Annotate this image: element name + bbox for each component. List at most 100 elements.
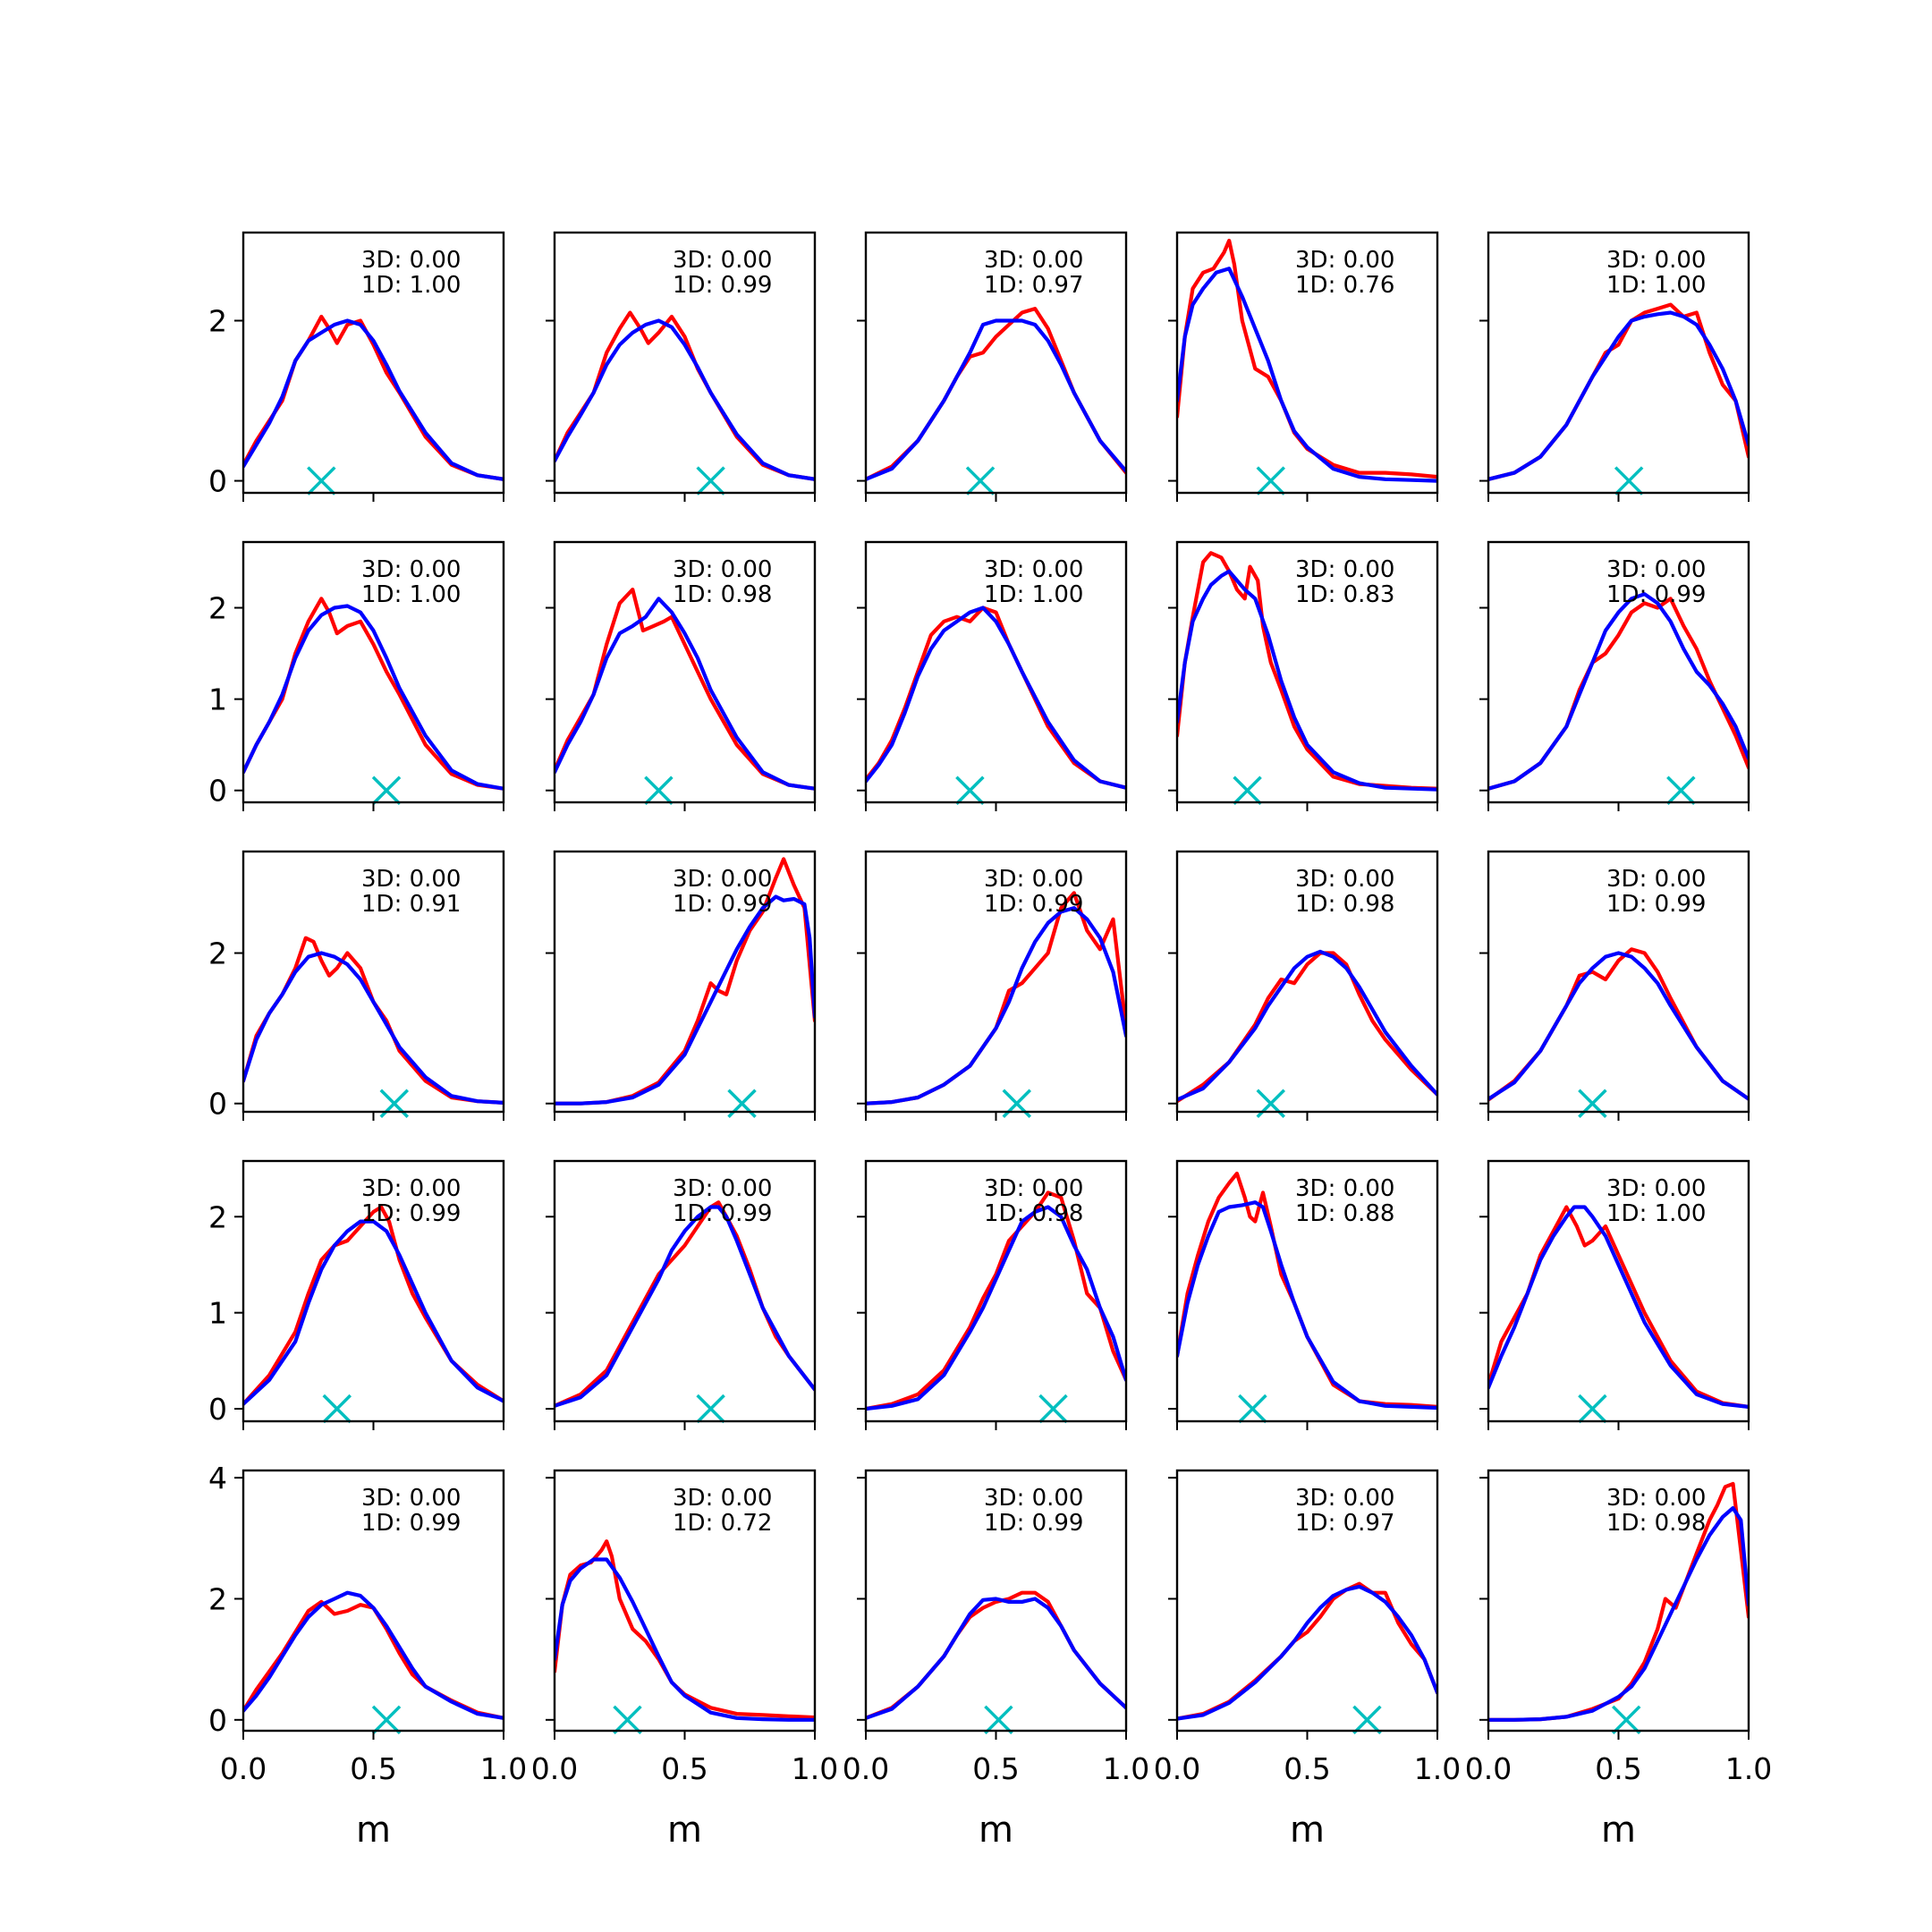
plot-area: [1488, 1205, 1749, 1410]
score-annotation: 1D: 0.99: [673, 272, 772, 299]
y-tick-label: 0: [208, 1087, 227, 1122]
x-tick-label: 0.0: [1154, 1751, 1200, 1786]
true-value-marker: [371, 775, 402, 805]
y-tick-label: 2: [208, 591, 227, 626]
score-annotation: 3D: 0.00: [1606, 556, 1706, 583]
true-value-marker: [1352, 1705, 1382, 1735]
score-annotation: 1D: 1.00: [1606, 272, 1706, 299]
score-annotation: 3D: 0.00: [984, 556, 1083, 583]
score-annotation: 1D: 0.99: [984, 1510, 1083, 1537]
true-value-marker: [644, 775, 674, 805]
y-tick-label: 2: [208, 1199, 227, 1234]
true-value-marker: [371, 1705, 402, 1735]
true-value-marker: [613, 1705, 642, 1735]
y-tick-label: 0: [208, 1703, 227, 1738]
score-annotation: 3D: 0.00: [1606, 1485, 1706, 1512]
blue-density-line: [555, 1205, 815, 1408]
score-annotation: 1D: 0.99: [361, 1200, 461, 1227]
score-annotation: 1D: 0.99: [673, 1200, 772, 1227]
x-axis-label: m: [667, 1809, 702, 1851]
x-tick-label: 1.0: [1414, 1751, 1461, 1786]
score-annotation: 3D: 0.00: [1295, 1175, 1394, 1202]
score-annotation: 1D: 0.98: [1295, 891, 1394, 918]
blue-density-line: [1177, 949, 1437, 1102]
x-axis-label: m: [1290, 1809, 1325, 1851]
score-annotation: 3D: 0.00: [673, 1485, 772, 1512]
true-value-marker: [1611, 1705, 1641, 1735]
score-annotation: 3D: 0.00: [673, 247, 772, 274]
blue-density-line: [555, 1557, 815, 1722]
plot-area: [1488, 947, 1749, 1102]
score-annotation: 3D: 0.00: [984, 1485, 1083, 1512]
score-annotation: 1D: 0.99: [1606, 581, 1706, 608]
y-tick-label: 0: [208, 464, 227, 499]
x-tick-label: 1.0: [1103, 1751, 1149, 1786]
score-annotation: 3D: 0.00: [1606, 1175, 1706, 1202]
score-annotation: 1D: 0.99: [1606, 891, 1706, 918]
red-density-line: [555, 1539, 815, 1720]
score-annotation: 1D: 1.00: [361, 581, 461, 608]
plot-area: [555, 310, 815, 481]
score-annotation: 1D: 1.00: [984, 581, 1083, 608]
true-value-marker: [1256, 466, 1285, 496]
plot-area: [866, 1590, 1126, 1720]
true-value-marker: [307, 466, 336, 496]
blue-density-line: [866, 1597, 1126, 1720]
blue-density-line: [866, 1205, 1126, 1411]
x-tick-label: 0.5: [350, 1751, 396, 1786]
plot-area: [555, 857, 815, 1106]
score-annotation: 1D: 0.72: [673, 1510, 772, 1537]
blue-density-line: [243, 951, 504, 1106]
blue-density-line: [555, 597, 815, 791]
blue-density-line: [243, 1219, 504, 1406]
plot-area: [1488, 592, 1749, 791]
score-annotation: 3D: 0.00: [984, 866, 1083, 893]
score-annotation: 1D: 0.88: [1295, 1200, 1394, 1227]
score-annotation: 3D: 0.00: [1606, 247, 1706, 274]
score-annotation: 1D: 0.97: [1295, 1510, 1394, 1537]
y-tick-label: 2: [208, 303, 227, 338]
blue-density-line: [866, 905, 1126, 1106]
plot-area: [243, 936, 504, 1106]
score-annotation: 1D: 0.91: [361, 891, 461, 918]
x-tick-label: 0.5: [1284, 1751, 1330, 1786]
red-density-line: [866, 1191, 1126, 1411]
x-axis-label: m: [979, 1809, 1013, 1851]
plot-area: [1177, 551, 1437, 792]
score-annotation: 1D: 0.83: [1295, 581, 1394, 608]
score-annotation: 1D: 0.76: [1295, 272, 1394, 299]
score-annotation: 3D: 0.00: [673, 556, 772, 583]
blue-density-line: [555, 894, 815, 1106]
true-value-marker: [1578, 1394, 1607, 1424]
plot-area: [555, 1539, 815, 1722]
score-annotation: 3D: 0.00: [361, 1485, 461, 1512]
y-tick-label: 1: [208, 1296, 227, 1331]
red-density-line: [1177, 551, 1437, 791]
x-axis-label: m: [356, 1809, 391, 1851]
score-annotation: 1D: 0.98: [1606, 1510, 1706, 1537]
score-annotation: 1D: 0.99: [984, 891, 1083, 918]
blue-density-line: [1177, 267, 1437, 483]
true-value-marker: [1038, 1394, 1068, 1424]
score-annotation: 3D: 0.00: [1295, 866, 1394, 893]
